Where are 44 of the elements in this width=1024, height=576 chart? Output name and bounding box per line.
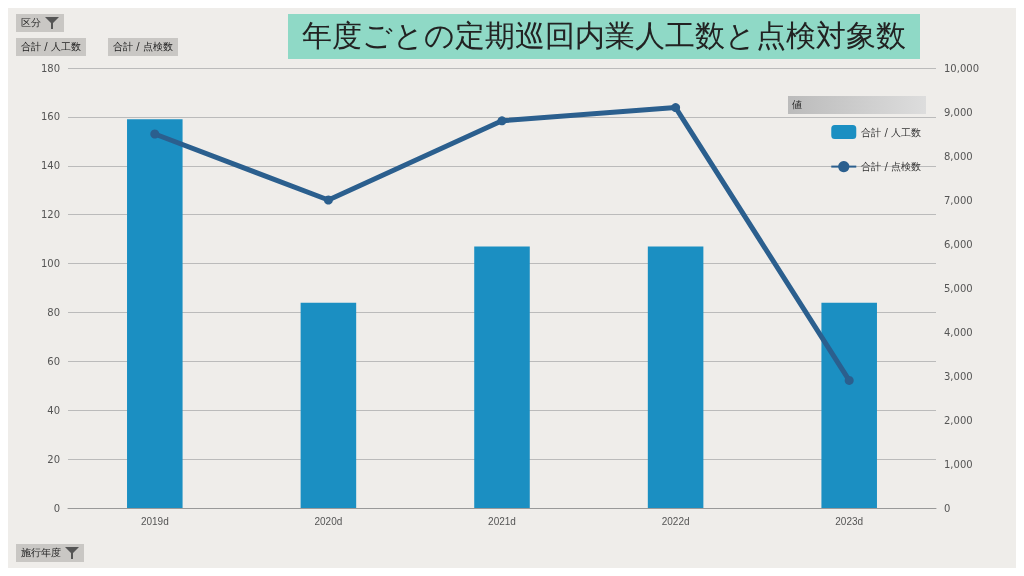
y-tick-label: 100 [40, 258, 60, 270]
y-tick-label: 80 [47, 306, 60, 318]
y2-tick-label: 0 [944, 502, 951, 514]
bar [127, 119, 183, 508]
y-tick-label: 120 [40, 209, 60, 221]
point [150, 129, 160, 139]
y2-tick-label: 5,000 [944, 282, 973, 294]
y2-tick-label: 9,000 [944, 106, 973, 118]
point [323, 195, 333, 205]
bar [474, 246, 530, 508]
y2-tick-label: 3,000 [944, 370, 973, 382]
bar [821, 302, 877, 508]
text: 施行年度 [16, 544, 84, 562]
point [671, 103, 681, 113]
y2-tick-label: 8,000 [944, 150, 973, 162]
y2-tick-label: 10,000 [944, 62, 979, 74]
y-tick-label: 140 [40, 160, 60, 172]
x-tick-label: 2023d [835, 515, 864, 527]
legend-label: 合計 / 点検数 [861, 161, 922, 173]
bar [300, 302, 357, 508]
x-tick-label: 2019d [140, 515, 169, 527]
text: 区分 [16, 14, 64, 32]
x-tick-label: 2022d [661, 515, 690, 527]
point [497, 116, 507, 126]
bar [647, 246, 704, 508]
y2-tick-label: 4,000 [944, 326, 973, 338]
text: 合計 / 人工数 [16, 38, 86, 56]
y2-tick-label: 6,000 [944, 238, 973, 250]
point [844, 375, 854, 385]
legend-header: 値 [788, 96, 926, 114]
y-tick-label: 20 [47, 453, 60, 465]
legend-label: 合計 / 人工数 [861, 126, 922, 138]
x-tick-label: 2020d [314, 515, 343, 527]
text: 合計 / 点検数 [108, 38, 178, 56]
y-tick-label: 0 [53, 502, 60, 514]
y-tick-label: 40 [47, 404, 60, 416]
y2-tick-label: 7,000 [944, 194, 973, 206]
y2-tick-label: 2,000 [944, 414, 973, 426]
chart-title: 年度ごとの定期巡回内業人工数と点検対象数 [288, 14, 920, 59]
y2-tick-label: 1,000 [944, 458, 973, 470]
y-tick-label: 160 [40, 111, 60, 123]
y-tick-label: 60 [47, 355, 60, 367]
y-tick-label: 180 [40, 62, 60, 74]
x-tick-label: 2021d [488, 515, 516, 527]
